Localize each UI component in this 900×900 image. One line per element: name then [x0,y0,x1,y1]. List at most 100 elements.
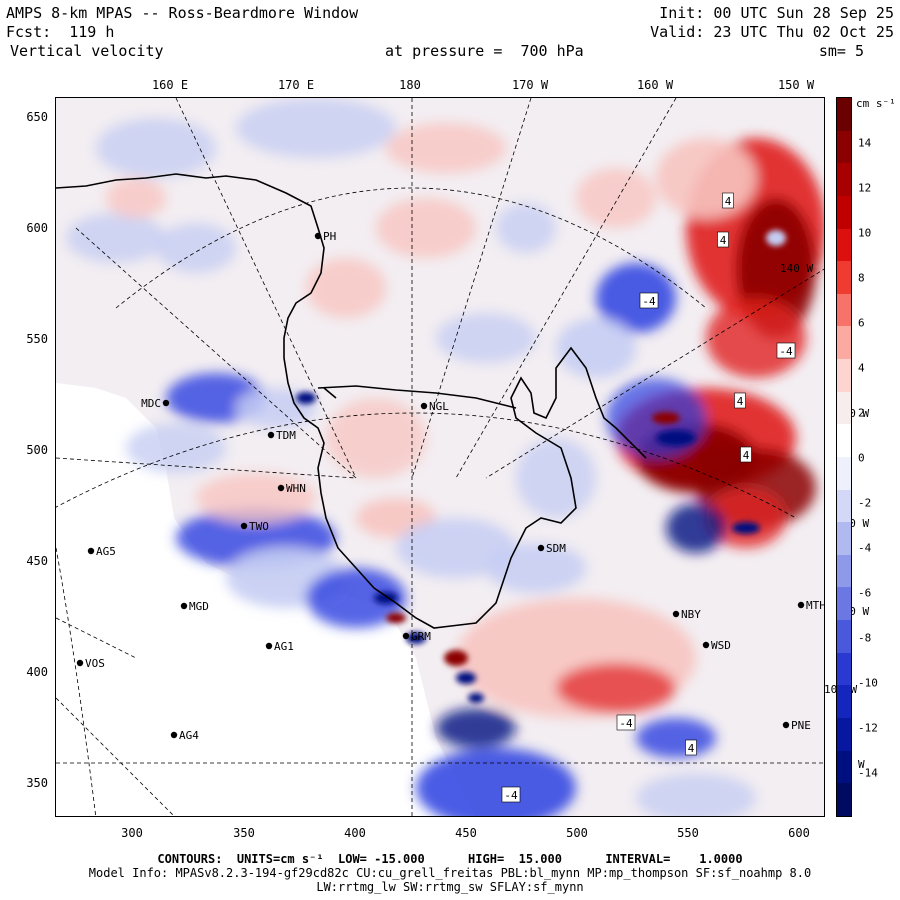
colorbar-segment [837,391,851,425]
x-axis-label: 600 [788,826,810,840]
field-cell [666,503,726,553]
station-dot [170,731,178,739]
x-axis-label: 300 [121,826,143,840]
field-cell [766,230,786,246]
lon-label-right: W [858,758,865,771]
y-axis-label: 400 [26,665,48,679]
contour-label-box [685,739,697,756]
field-cell [496,203,556,253]
field-cell [296,392,316,404]
station-dot [87,547,95,555]
colorbar-segment [837,293,851,327]
contour-label-box [776,342,796,359]
contour-label-box [639,292,659,309]
field-cell [636,773,756,816]
colorbar-segment [837,424,851,457]
valid-time: Valid: 23 UTC Thu 02 Oct 25 [650,23,894,41]
smoothing: sm= 5 [818,42,864,60]
station-label: SDM [546,542,566,555]
colorbar-tick-label: 12 [858,181,872,195]
contour-label-box [734,392,746,409]
lon-label: 170 E [277,78,315,92]
station-label: NGL [429,400,449,413]
coastline [56,173,647,629]
map-canvas: MDC NGL WHN TWO AG5 MGD AG1 VOS AG4 SDM NBY WSD MTH P… [56,98,825,816]
colorbar-segment [837,685,851,718]
colorbar-segment [837,456,851,490]
colorbar-tick-label: 0 [858,451,865,465]
station-dot [537,544,545,552]
station-label: MGD [189,600,209,613]
x-axis-label: 350 [233,826,255,840]
colorbar-unit: cm s⁻¹ [856,97,896,110]
x-axis-label: 500 [566,826,588,840]
colorbar-segment [837,326,851,359]
station-dot [702,641,710,649]
station-label: WSD [711,639,731,652]
colorbar-tick-label: 14 [858,136,872,150]
colorbar-segment [837,522,851,555]
contour-label: 4 [743,449,750,462]
station-label: WHN [286,482,306,495]
contour-label: -4 [619,717,633,730]
station-label: TDM [276,429,296,442]
field-cell [66,213,166,263]
contour-label: 4 [725,195,732,208]
field-cell [376,198,476,258]
colorbar-tick-label: -14 [858,766,878,780]
station-label: AG1 [274,640,294,653]
field-cell [126,423,226,473]
colorbar-segment [837,261,851,294]
field-cell [486,543,586,593]
station-dot [277,484,285,492]
field-cell [436,708,516,748]
station-dot [76,659,84,667]
field-cell [106,178,166,218]
y-axis-label: 450 [26,554,48,568]
station-label: MDC [141,397,161,410]
colorbar-tick-label: -8 [858,631,872,645]
colorbar-segment [837,228,851,262]
station-label: AG5 [96,545,116,558]
station-label: AG4 [179,729,199,742]
colorbar-tick-label: 8 [858,271,865,285]
colorbar-segment [837,554,851,588]
field-cell [656,430,696,446]
station-label: MTH [806,599,825,612]
field-cell [156,223,236,273]
field-cell [698,448,734,468]
field-cell [516,438,596,518]
field-cell [386,613,406,623]
field-cell [306,258,386,318]
model-info: Model Info: MPASv8.2.3-194-gf29cd82c CU:… [88,866,812,880]
contour-label-box [616,714,636,731]
station-dot [797,601,805,609]
colorbar-segment [837,163,851,196]
station-dot [265,642,273,650]
field-cell [636,718,716,758]
map-title: AMPS 8-km MPAS -- Ross-Beardmore Window [6,4,359,22]
colorbar-segment [837,652,851,686]
contour-label-box [717,231,729,248]
field-cell [416,748,576,816]
x-axis-label: 450 [455,826,477,840]
field-cell [652,412,680,424]
station-dot [180,602,188,610]
colorbar-segment [837,750,851,784]
station-label: PNE [791,719,811,732]
colorbar-segment [837,98,851,131]
vertical-velocity-detail [296,230,786,703]
colorbar-tick-label: -10 [858,676,878,690]
field-cell [456,672,476,684]
contour-label: -4 [642,295,656,308]
contour-label-box [722,192,734,209]
contour-label: -4 [504,789,518,802]
field-cell [386,123,506,173]
y-axis-label: 550 [26,332,48,346]
station-markers: MDC NGL WHN TWO AG5 MGD AG1 VOS AG4 SDM NBY WSD MTH P… [76,230,825,742]
colorbar-tick-label: -12 [858,721,878,735]
colorbar-tick-label: 2 [858,406,865,420]
station-label: NBY [681,608,701,621]
field-cell [326,398,426,478]
field-cell [706,298,806,378]
